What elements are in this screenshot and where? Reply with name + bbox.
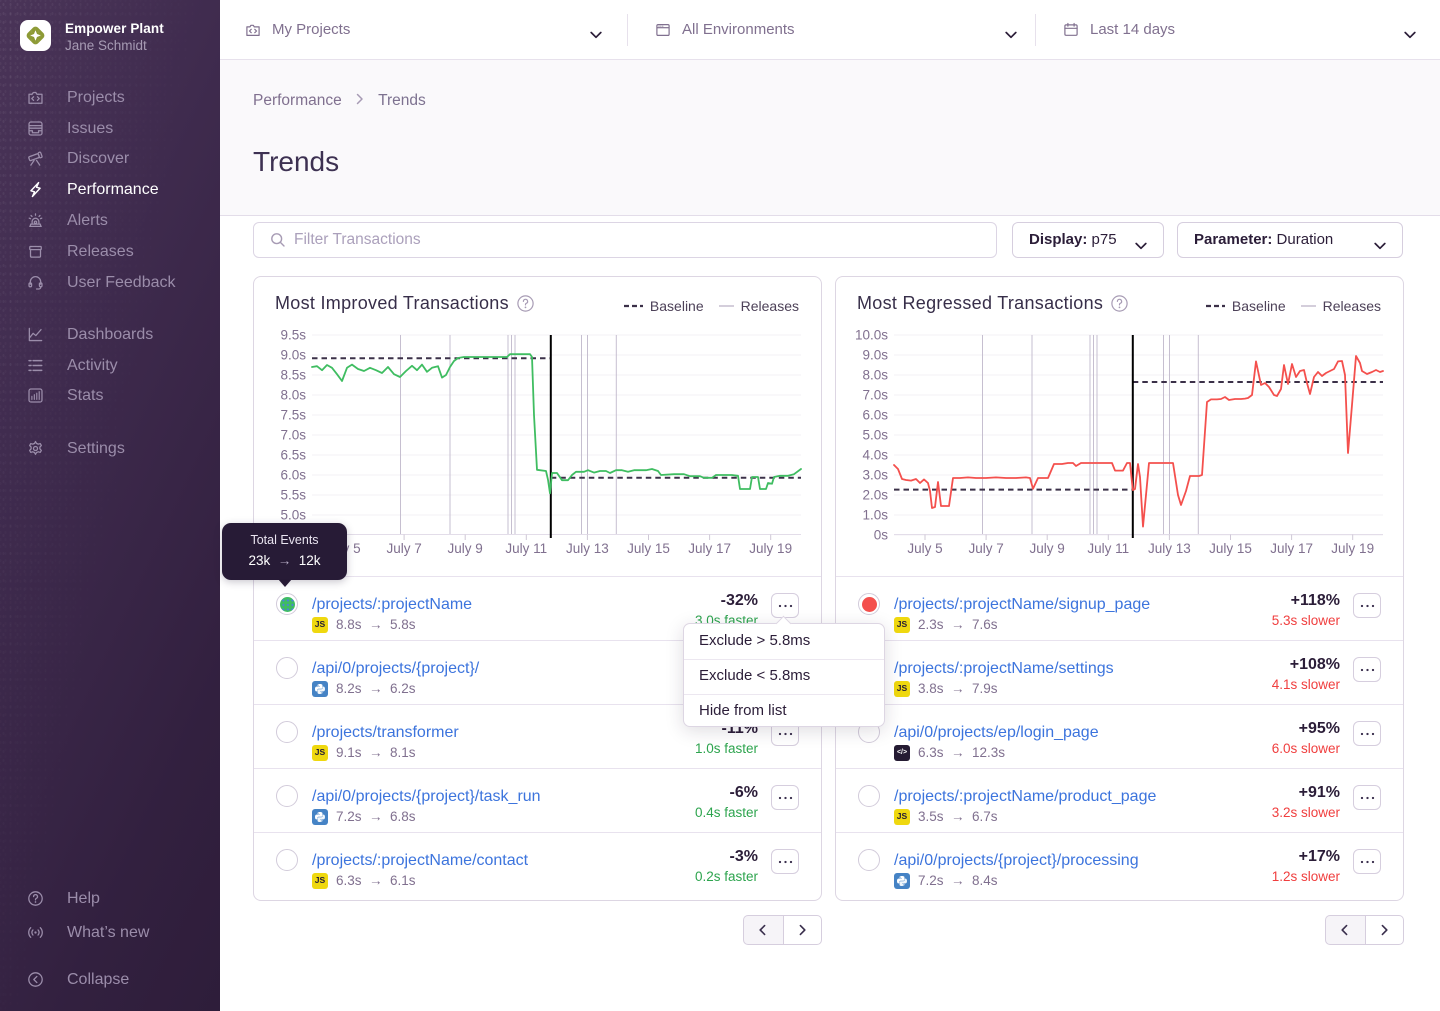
svg-text:July 11: July 11 (1087, 541, 1129, 556)
svg-text:6.0s: 6.0s (862, 408, 888, 423)
svg-text:July 13: July 13 (566, 541, 609, 556)
svg-text:July 17: July 17 (688, 541, 731, 556)
svg-text:9.5s: 9.5s (280, 328, 306, 343)
svg-text:7.0s: 7.0s (280, 428, 306, 443)
svg-text:July 15: July 15 (627, 541, 670, 556)
svg-text:5.0s: 5.0s (862, 428, 888, 443)
svg-text:July 9: July 9 (448, 541, 483, 556)
svg-text:2.0s: 2.0s (862, 488, 888, 503)
svg-text:July 11: July 11 (505, 541, 547, 556)
svg-text:July 17: July 17 (1270, 541, 1313, 556)
svg-text:5.0s: 5.0s (280, 508, 306, 523)
svg-text:July 9: July 9 (1030, 541, 1065, 556)
svg-text:0s: 0s (874, 528, 889, 543)
svg-text:8.0s: 8.0s (862, 368, 888, 383)
svg-text:7.0s: 7.0s (862, 388, 888, 403)
svg-text:7.5s: 7.5s (280, 408, 306, 423)
svg-text:July 5: July 5 (907, 541, 942, 556)
svg-text:July 7: July 7 (968, 541, 1003, 556)
svg-text:3.0s: 3.0s (862, 468, 888, 483)
svg-text:9.0s: 9.0s (280, 348, 306, 363)
svg-text:6.5s: 6.5s (280, 448, 306, 463)
svg-text:July 19: July 19 (1331, 541, 1374, 556)
svg-text:8.0s: 8.0s (280, 388, 306, 403)
svg-text:4.0s: 4.0s (862, 448, 888, 463)
svg-text:July 7: July 7 (386, 541, 421, 556)
svg-text:July 13: July 13 (1148, 541, 1191, 556)
svg-text:8.5s: 8.5s (280, 368, 306, 383)
svg-text:10.0s: 10.0s (855, 328, 888, 343)
svg-text:1.0s: 1.0s (862, 508, 888, 523)
svg-text:July 19: July 19 (749, 541, 792, 556)
svg-text:6.0s: 6.0s (280, 468, 306, 483)
svg-text:5.5s: 5.5s (280, 488, 306, 503)
svg-text:July 15: July 15 (1209, 541, 1252, 556)
svg-text:9.0s: 9.0s (862, 348, 888, 363)
